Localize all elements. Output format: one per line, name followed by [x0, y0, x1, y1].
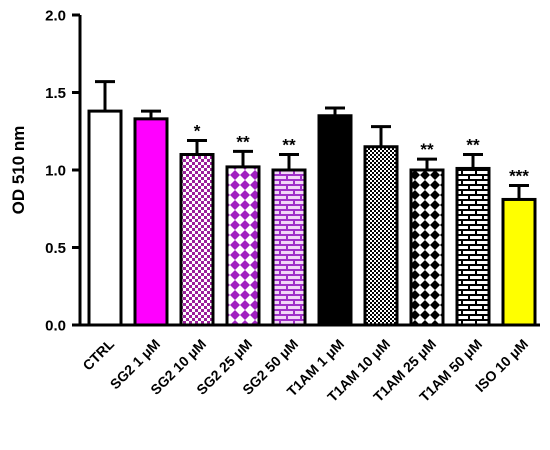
y-tick-label: 0.0 — [45, 318, 66, 335]
bar — [363, 145, 399, 327]
y-tick-label: 2.0 — [45, 8, 66, 25]
x-tick-label: CTRL — [79, 335, 117, 373]
significance-marker: ** — [236, 132, 250, 151]
bar — [225, 165, 261, 327]
bar — [133, 117, 169, 327]
significance-marker: *** — [509, 167, 529, 186]
y-tick-label: 1.5 — [45, 85, 66, 102]
y-axis-label: OD 510 nm — [9, 126, 28, 215]
significance-marker: ** — [420, 140, 434, 159]
bar — [501, 197, 537, 327]
bar — [179, 153, 215, 327]
bar — [271, 168, 307, 327]
bar — [409, 168, 445, 327]
error-bars-group — [95, 80, 529, 200]
significance-marker: ** — [466, 136, 480, 155]
significance-markers-group: *** ** ** ***** — [194, 122, 530, 186]
bar — [455, 166, 491, 327]
bar — [87, 109, 123, 327]
bar — [317, 114, 353, 327]
significance-marker: ** — [282, 136, 296, 155]
y-tick-label: 0.5 — [45, 240, 66, 257]
y-tick-label: 1.0 — [45, 163, 66, 180]
significance-marker: * — [194, 122, 201, 141]
y-ticks-group: 0.0 0.5 1.0 1.5 2.0 — [45, 8, 80, 335]
